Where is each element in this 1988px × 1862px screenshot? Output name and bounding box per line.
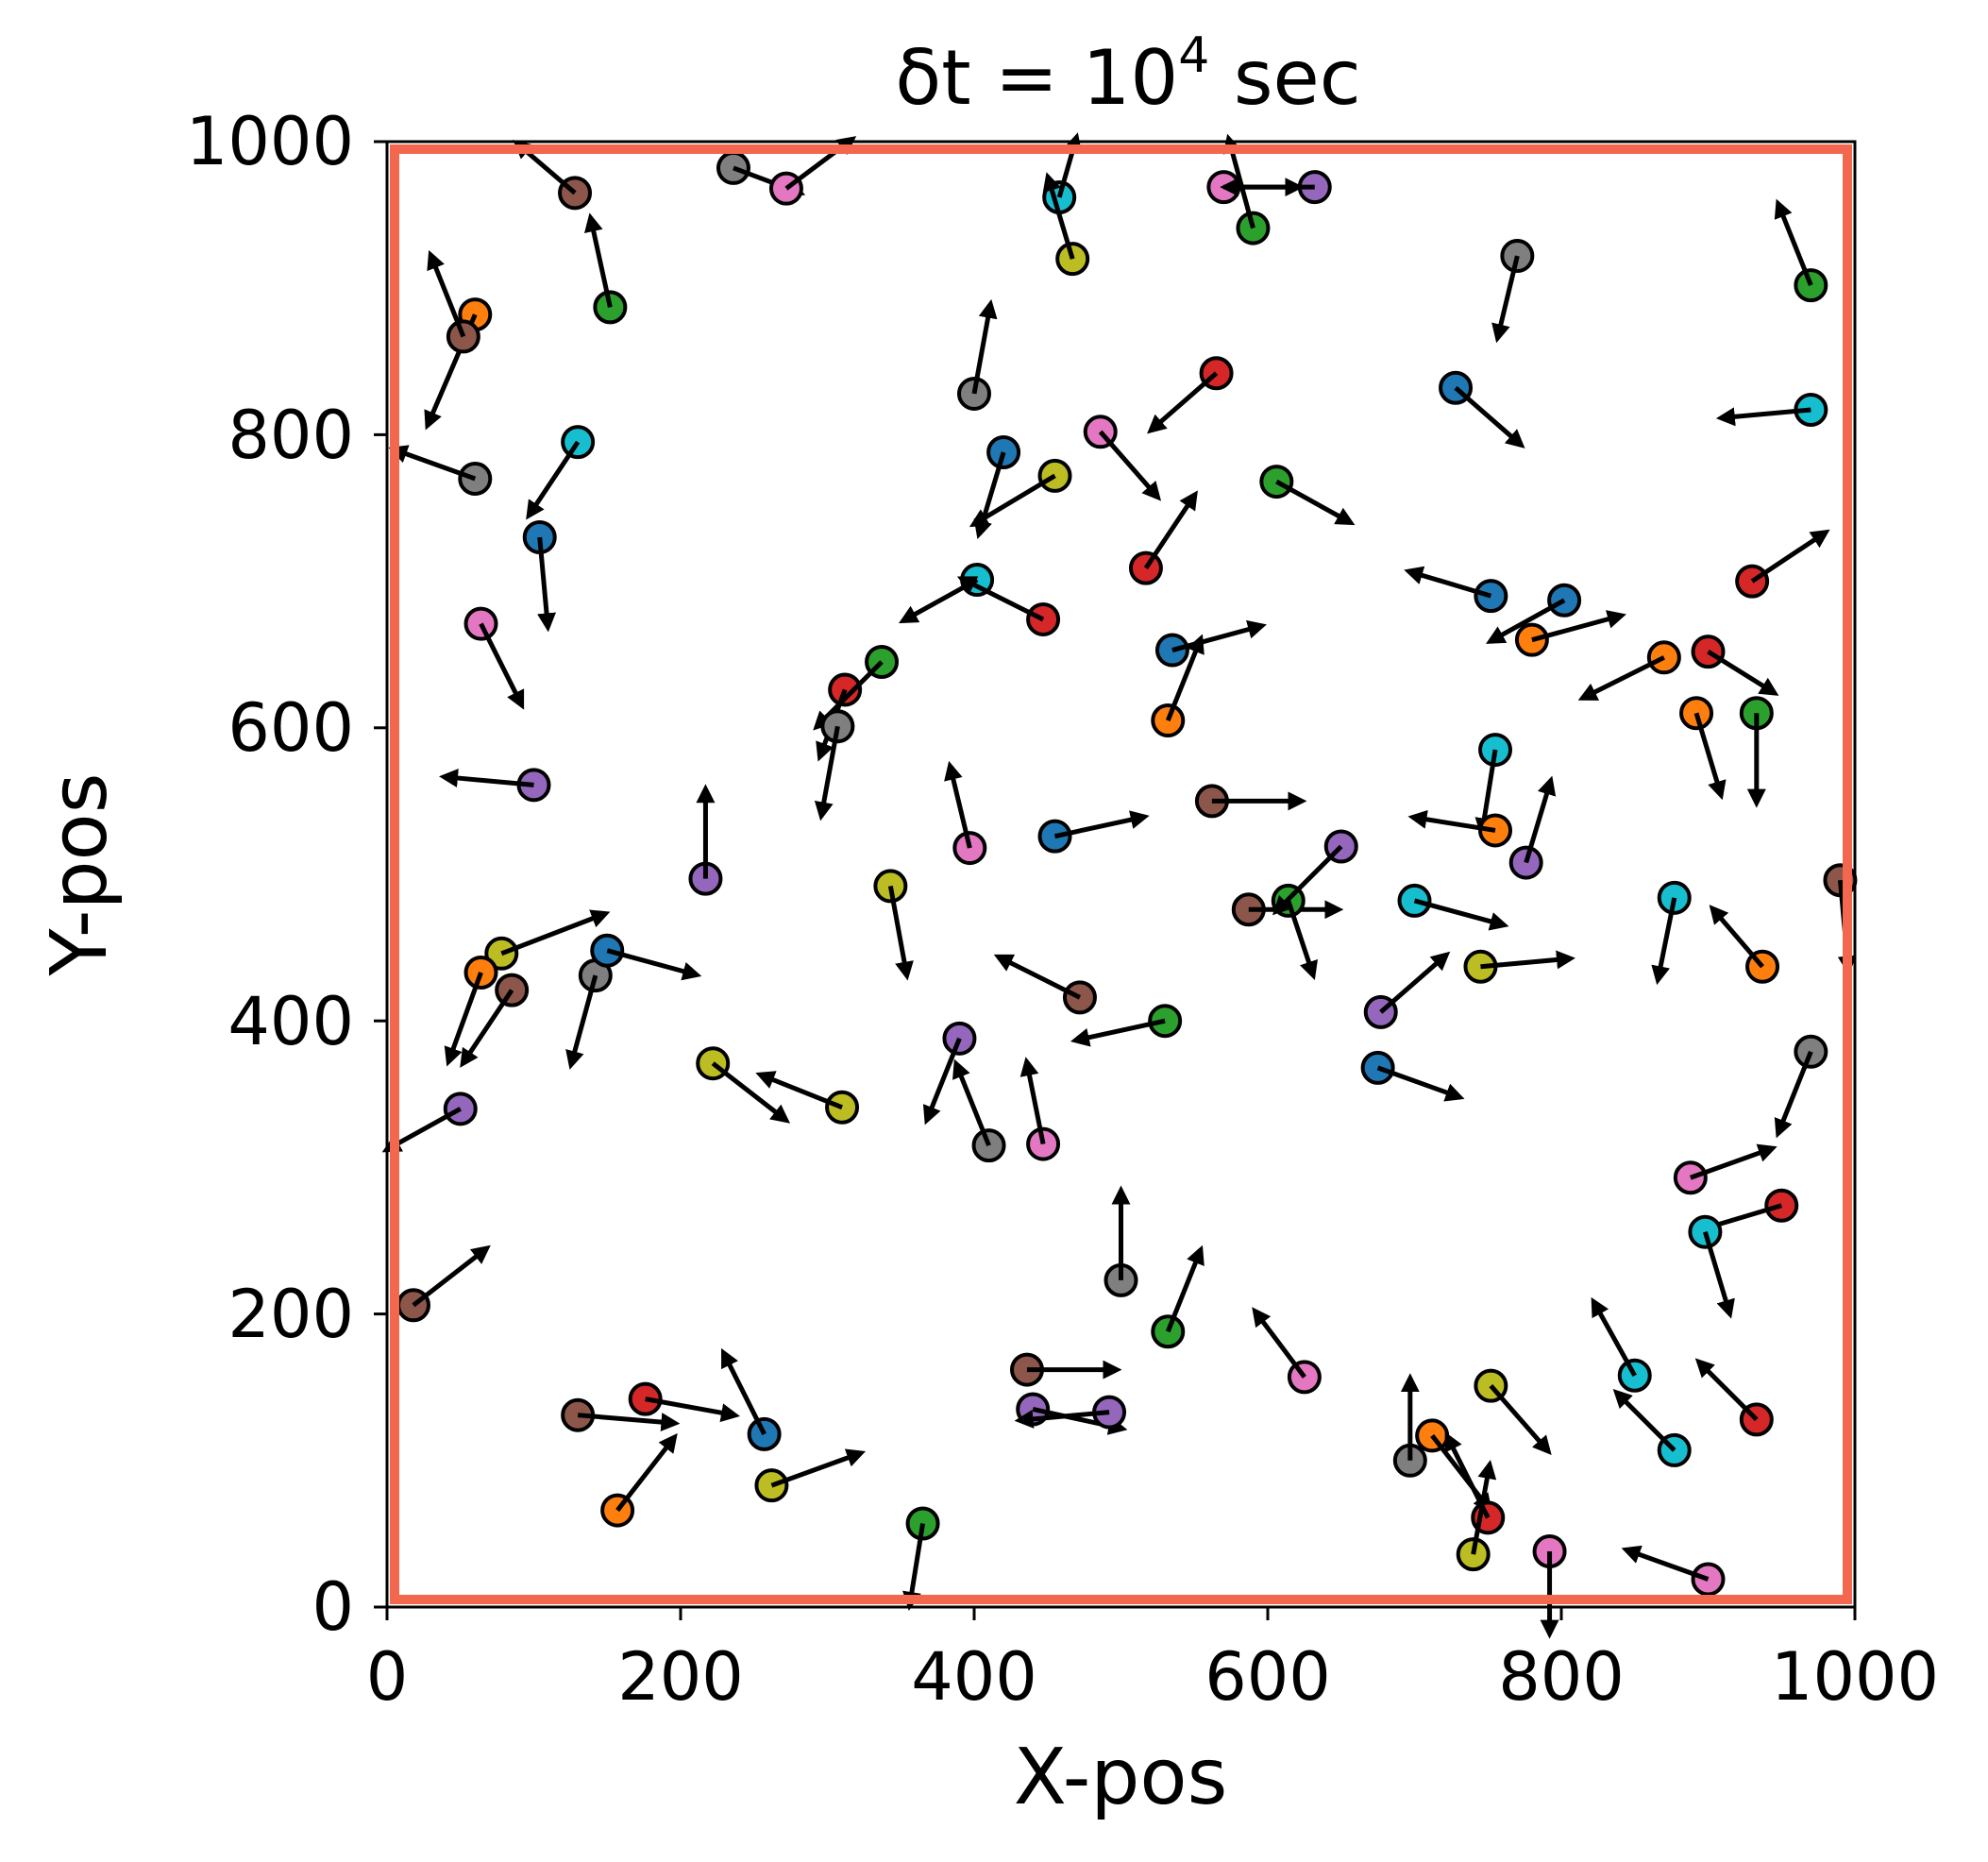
x-tick-label-1000: 1000 — [1771, 1638, 1939, 1716]
y-tick-label-200: 200 — [227, 1276, 354, 1353]
x-axis-label: X-pos — [1014, 1733, 1228, 1822]
y-tick-label-400: 400 — [227, 983, 354, 1060]
y-tick-label-600: 600 — [227, 689, 354, 767]
x-tick-label-200: 200 — [617, 1638, 744, 1716]
particle-dot — [1040, 461, 1070, 491]
x-tick-label-800: 800 — [1498, 1638, 1625, 1716]
x-tick-label-600: 600 — [1205, 1638, 1331, 1716]
x-tick-label-0: 0 — [366, 1638, 409, 1716]
chart-title: δt = 104 sec — [895, 27, 1360, 122]
y-tick-label-1000: 1000 — [186, 103, 354, 180]
x-tick-label-400: 400 — [911, 1638, 1037, 1716]
particle-dot — [466, 957, 497, 988]
y-axis-label: Y-pos — [35, 773, 125, 977]
y-tick-label-0: 0 — [312, 1568, 354, 1646]
y-tick-label-800: 800 — [227, 397, 354, 474]
particle-dot — [1261, 466, 1291, 497]
